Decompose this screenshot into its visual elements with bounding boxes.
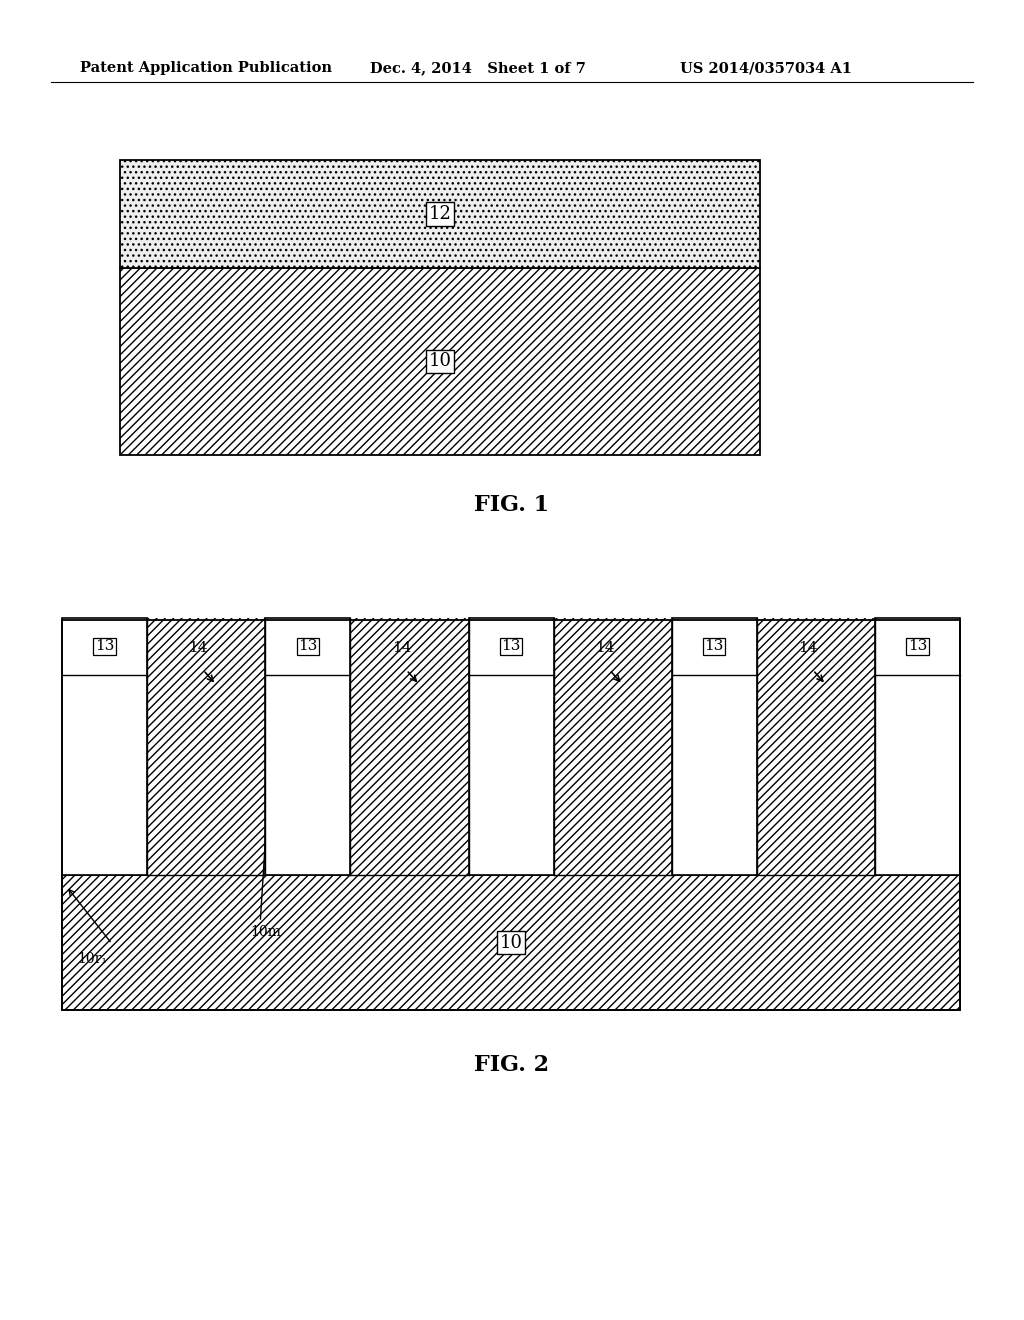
Text: 13: 13	[502, 639, 520, 653]
Text: 14: 14	[595, 642, 614, 655]
Text: 12: 12	[429, 205, 452, 223]
Bar	[554, 618, 672, 875]
Text: 13: 13	[95, 639, 115, 653]
Text: 14: 14	[391, 642, 411, 655]
Text: 10m: 10m	[250, 925, 282, 939]
Text: Dec. 4, 2014   Sheet 1 of 7: Dec. 4, 2014 Sheet 1 of 7	[370, 61, 586, 75]
Bar	[62, 618, 147, 875]
Bar	[265, 618, 350, 875]
Text: 13: 13	[908, 639, 927, 653]
Bar	[469, 618, 554, 875]
Bar	[672, 618, 757, 875]
Text: 10: 10	[428, 352, 452, 371]
Text: 10r₁: 10r₁	[77, 952, 106, 966]
Bar	[350, 618, 469, 875]
Text: 14: 14	[188, 642, 208, 655]
Bar	[757, 618, 874, 875]
Bar	[120, 268, 760, 455]
Bar	[147, 618, 265, 875]
Text: 10: 10	[500, 933, 522, 952]
Text: FIG. 2: FIG. 2	[474, 1053, 550, 1076]
Bar	[874, 618, 961, 875]
Text: Patent Application Publication: Patent Application Publication	[80, 61, 332, 75]
Bar	[62, 875, 961, 1010]
Text: 13: 13	[705, 639, 724, 653]
Bar	[62, 620, 961, 1010]
Text: FIG. 1: FIG. 1	[474, 494, 550, 516]
Text: 14: 14	[798, 642, 817, 655]
Text: US 2014/0357034 A1: US 2014/0357034 A1	[680, 61, 852, 75]
Text: 13: 13	[298, 639, 317, 653]
Bar	[120, 160, 760, 268]
